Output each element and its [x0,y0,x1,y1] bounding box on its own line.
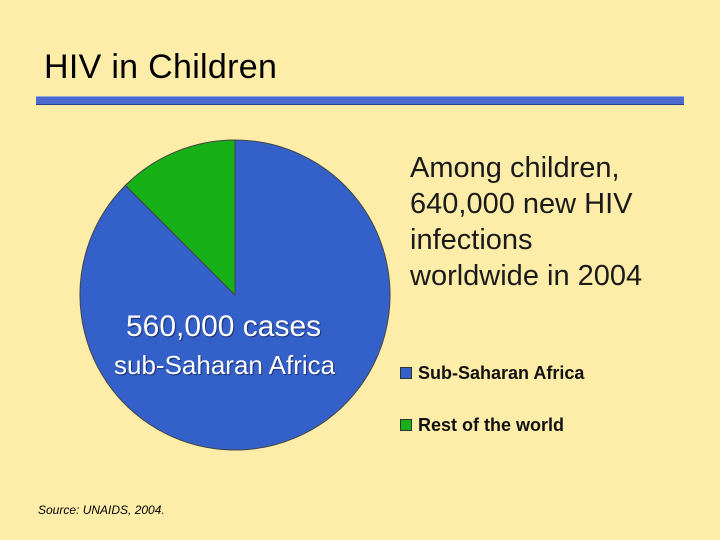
legend-item-rest-of-world: Rest of the world [400,414,584,436]
chart-legend: Sub-Saharan Africa Rest of the world [400,362,584,466]
pie-slice-sub-saharan-africa [79,139,391,451]
headline-line-3: infections [410,224,533,256]
legend-label: Rest of the world [418,414,565,435]
legend-swatch-green [400,419,412,431]
legend-swatch-blue [400,367,412,379]
legend-item-sub-saharan-africa: Sub-Saharan Africa [400,362,584,384]
source-note: Source: UNAIDS, 2004. [38,503,165,517]
headline-line-2: 640,000 new HIV [410,188,633,220]
title-underline [36,96,684,105]
pie-slice-rest-of-the-world [124,139,236,297]
legend-label: Sub-Saharan Africa [418,362,585,383]
headline-text: Among children, 640,000 new HIV infectio… [410,150,710,294]
pie-annotation-label: sub-Saharan Africa [114,350,336,380]
slide-title: HIV in Children [44,48,278,86]
pie-annotation-value: 560,000 cases [126,310,322,343]
headline-line-4: worldwide in 2004 [410,260,643,292]
headline-line-1: Among children, [410,152,620,184]
